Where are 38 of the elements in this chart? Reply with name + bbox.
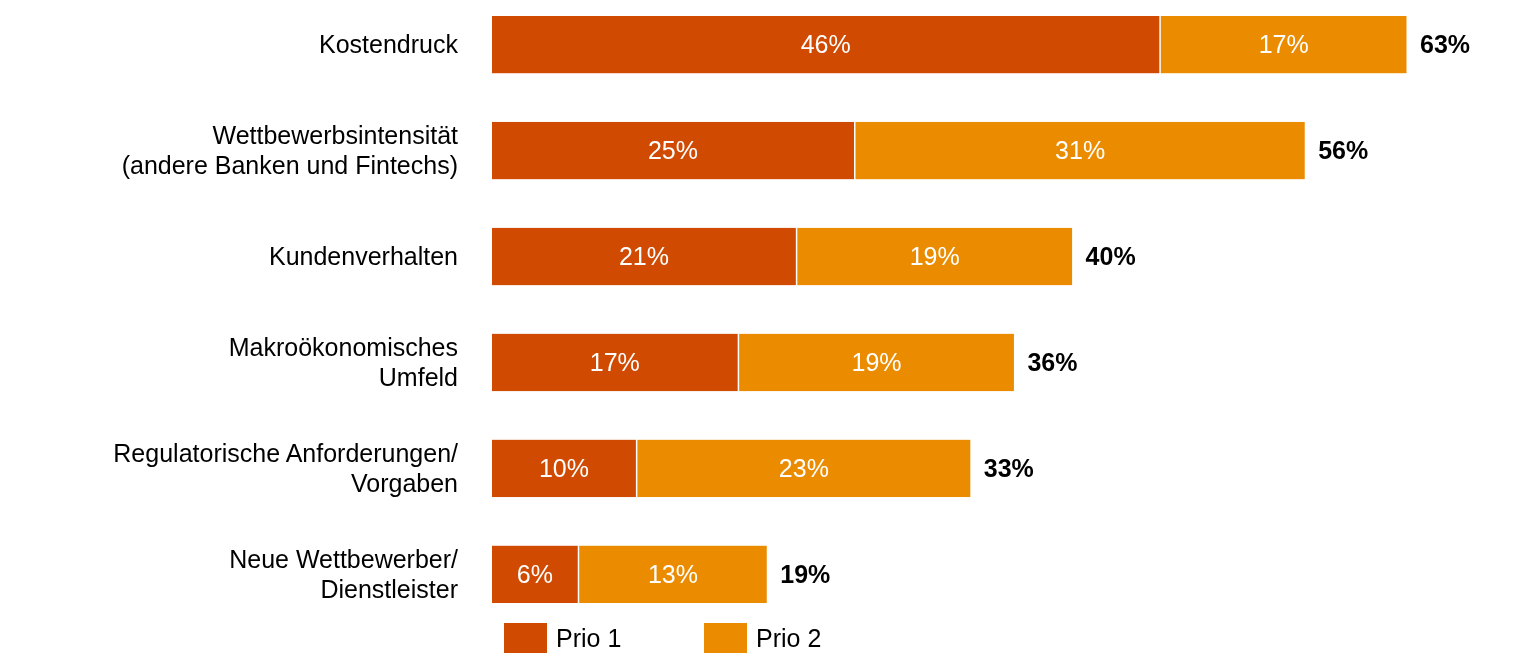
data-label: 31% (1055, 136, 1106, 165)
legend-label: Prio 2 (756, 623, 822, 652)
bar (492, 16, 1160, 74)
bar (492, 333, 738, 392)
y-tick-label: Kundenverhalten (268, 242, 458, 271)
data-label: 25% (647, 136, 699, 165)
total-label: 19% (780, 560, 831, 589)
bar (492, 439, 636, 498)
bar (492, 545, 578, 603)
y-tick-label: Neue Wettbewerber/ Dienstleister (229, 545, 459, 604)
data-label: 10% (538, 454, 589, 483)
bar (637, 439, 971, 498)
bar (739, 333, 1014, 392)
total-label: 63% (1420, 30, 1471, 59)
legend-label: Prio 1 (556, 623, 622, 652)
bar (492, 121, 854, 180)
data-label: 17% (1258, 30, 1309, 59)
y-tick-label: Kostendruck (319, 30, 459, 59)
data-label: 19% (909, 242, 960, 271)
bar (855, 121, 1305, 180)
y-tick-label: Regulatorische Anforderungen/ Vorgaben (113, 439, 459, 498)
data-label: 21% (618, 242, 669, 271)
bar (1160, 16, 1407, 74)
total-label: 40% (1085, 242, 1136, 271)
bar (579, 545, 767, 603)
data-label: 6% (516, 560, 553, 589)
bar (797, 227, 1073, 286)
y-tick-label: Makroökonomisches Umfeld (228, 333, 458, 392)
total-label: 33% (983, 454, 1034, 483)
data-label: 13% (647, 560, 699, 589)
data-label: 46% (800, 30, 851, 59)
total-label: 56% (1318, 136, 1369, 165)
data-label: 23% (778, 454, 829, 483)
bar (492, 227, 796, 286)
data-label: 17% (589, 348, 640, 377)
total-label: 36% (1027, 348, 1078, 377)
y-tick-label: Wettbewerbsintensität (andere Banken und Fintechs) (121, 121, 459, 180)
data-label: 19% (851, 348, 902, 377)
